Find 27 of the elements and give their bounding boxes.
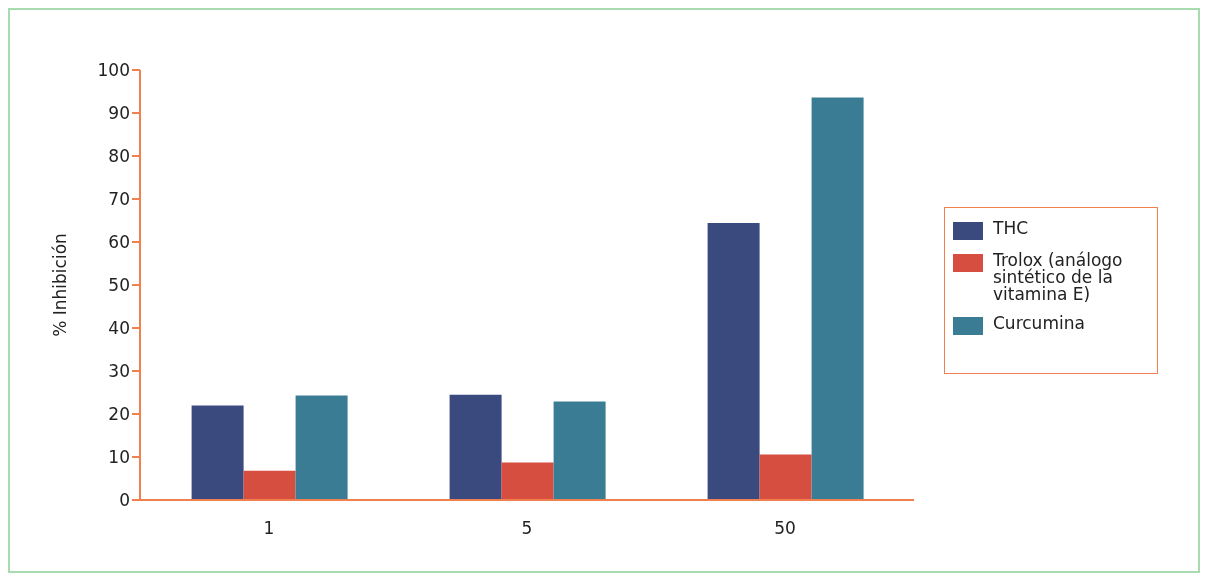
bar [295, 395, 348, 500]
y-tick-label: 10 [108, 447, 130, 468]
y-tick-label: 30 [108, 361, 130, 382]
bar [501, 462, 554, 500]
bar [449, 394, 502, 500]
y-tick-label: 80 [108, 146, 130, 167]
bar [553, 401, 606, 500]
x-tick-label: 5 [521, 518, 533, 539]
bar [191, 405, 244, 500]
legend-label: THC [993, 217, 1029, 238]
legend-label: Curcumina [993, 312, 1085, 333]
y-tick-label: 90 [108, 103, 130, 124]
y-tick-label: 0 [119, 490, 130, 511]
bar [707, 223, 760, 500]
y-tick-label: 100 [97, 60, 130, 81]
x-tick-label: 1 [263, 518, 275, 539]
legend-label: Trolox (análogo sintético de la vitamina E) [993, 249, 1124, 304]
y-tick-label: 70 [108, 189, 130, 210]
bar [759, 454, 812, 500]
bar [811, 97, 864, 500]
bar [243, 470, 296, 500]
y-tick-label: 20 [108, 404, 130, 425]
x-tick-label: 50 [774, 518, 796, 539]
y-tick-label: 40 [108, 318, 130, 339]
y-axis-title: % Inhibición [50, 233, 71, 337]
y-tick-label: 50 [108, 275, 130, 296]
y-tick-label: 60 [108, 232, 130, 253]
